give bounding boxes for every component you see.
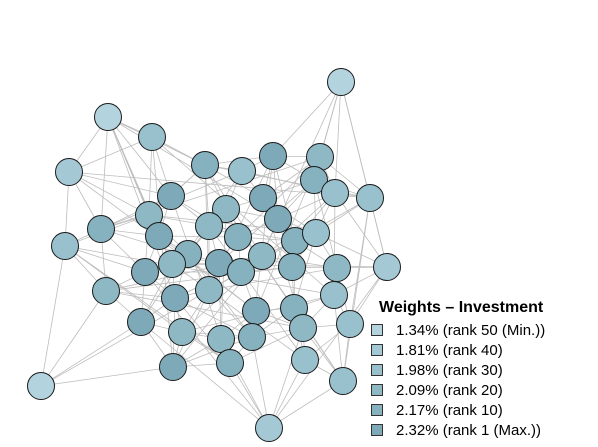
graph-node — [92, 277, 120, 305]
legend-item: 1.34% (rank 50 (Min.)) — [371, 320, 591, 340]
graph-node — [161, 284, 189, 312]
graph-edge — [342, 197, 371, 382]
graph-node — [127, 308, 155, 336]
graph-edge — [64, 245, 231, 364]
graph-node — [157, 182, 185, 210]
graph-edge — [268, 380, 344, 429]
graph-node — [327, 68, 355, 96]
legend-label: 2.32% (rank 1 (Max.)) — [396, 421, 542, 439]
graph-edge — [105, 266, 293, 292]
graph-node — [320, 281, 348, 309]
graph-node — [289, 314, 317, 342]
graph-node — [248, 242, 276, 270]
graph-node — [168, 318, 196, 346]
graph-edge — [64, 245, 335, 296]
graph-edge — [40, 245, 66, 387]
legend: Weights – Investment 1.34% (rank 50 (Min… — [371, 296, 591, 440]
legend-label: 1.81% (rank 40) — [396, 341, 503, 359]
graph-edge — [100, 116, 109, 230]
legend-items: 1.34% (rank 50 (Min.)) 1.81% (rank 40) 1… — [371, 320, 591, 440]
graph-node — [51, 232, 79, 260]
graph-edge — [105, 290, 304, 329]
graph-node — [227, 258, 255, 286]
graph-edge — [40, 321, 142, 387]
graph-edge — [268, 327, 304, 429]
graph-edge — [107, 116, 172, 197]
graph-edge — [140, 321, 270, 429]
graph-node — [131, 258, 159, 286]
graph-node — [321, 179, 349, 207]
graph-edge — [68, 171, 371, 199]
graph-node — [224, 223, 252, 251]
legend-label: 1.98% (rank 30) — [396, 361, 503, 379]
graph-edge — [334, 81, 342, 194]
graph-edge — [272, 155, 296, 242]
graph-node — [158, 250, 186, 278]
graph-edge — [208, 225, 306, 361]
graph-edge — [68, 136, 153, 173]
graph-edge — [272, 81, 342, 157]
graph-node — [228, 157, 256, 185]
legend-item: 2.17% (rank 10) — [371, 400, 591, 420]
graph-node — [159, 353, 187, 381]
graph-node — [55, 158, 83, 186]
graph-node — [373, 253, 401, 281]
graph-node — [249, 184, 277, 212]
legend-swatch — [371, 344, 383, 356]
legend-item: 1.98% (rank 30) — [371, 360, 591, 380]
graph-edge — [268, 266, 388, 429]
graph-node — [255, 414, 283, 442]
legend-swatch — [371, 324, 383, 336]
legend-swatch — [371, 404, 383, 416]
graph-node — [207, 325, 235, 353]
legend-item: 2.32% (rank 1 (Max.)) — [371, 420, 591, 440]
graph-edge — [208, 267, 338, 291]
graph-node — [323, 254, 351, 282]
graph-node — [329, 367, 357, 395]
graph-node — [87, 215, 115, 243]
graph-edge — [333, 294, 344, 382]
graph-node — [278, 253, 306, 281]
graph-node — [191, 151, 219, 179]
legend-swatch — [371, 364, 383, 376]
graph-node — [259, 142, 287, 170]
graph-node — [212, 195, 240, 223]
graph-node — [291, 346, 319, 374]
graph-edge — [40, 290, 107, 387]
graph-edge — [174, 297, 253, 338]
legend-item: 1.81% (rank 40) — [371, 340, 591, 360]
graph-node — [264, 205, 292, 233]
graph-node — [145, 222, 173, 250]
graph-node — [356, 184, 384, 212]
graph-node — [138, 123, 166, 151]
graph-node — [27, 372, 55, 400]
graph-edge — [334, 192, 388, 268]
legend-swatch — [371, 384, 383, 396]
graph-node — [216, 349, 244, 377]
graph-edge — [64, 245, 146, 273]
legend-label: 2.09% (rank 20) — [396, 381, 503, 399]
graph-node — [238, 323, 266, 351]
legend-swatch — [371, 424, 383, 436]
graph-node — [336, 310, 364, 338]
graph-node — [242, 297, 270, 325]
graph-edge — [40, 366, 174, 387]
graph-node — [195, 276, 223, 304]
legend-label: 1.34% (rank 50 (Min.)) — [396, 321, 546, 339]
graph-edge — [68, 171, 172, 197]
graph-node — [300, 166, 328, 194]
graph-node — [94, 103, 122, 131]
graph-node — [195, 212, 223, 240]
legend-title: Weights – Investment — [379, 299, 544, 316]
graph-edge — [251, 336, 270, 429]
graph-edge — [68, 171, 150, 216]
graph-node — [302, 219, 330, 247]
legend-item: 2.09% (rank 20) — [371, 380, 591, 400]
legend-label: 2.17% (rank 10) — [396, 401, 503, 419]
